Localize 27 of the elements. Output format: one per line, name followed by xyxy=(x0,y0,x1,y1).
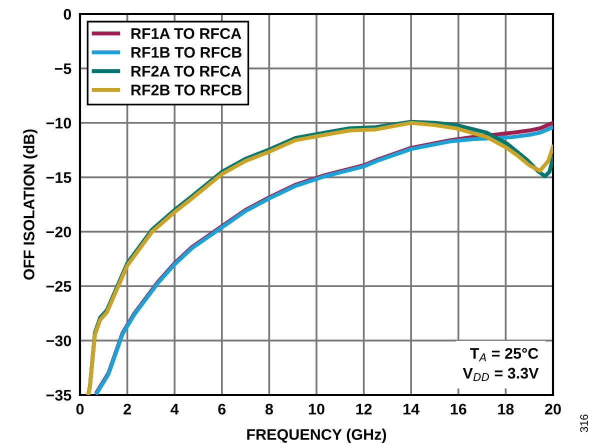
x-axis-title: FREQUENCY (GHz) xyxy=(247,428,386,443)
y-tick-label: −5 xyxy=(54,63,72,74)
x-tick-label: 10 xyxy=(308,404,324,415)
y-axis-title: OFF ISOLATION (dB) xyxy=(23,129,38,280)
text: T$_{A}$ = 25°C V$_{DD}$ = 3.3V xyxy=(462,348,539,381)
y-tick-label: −25 xyxy=(46,281,72,292)
legend-label: RF1A TO RFCA xyxy=(131,28,242,39)
y-tick-label: −20 xyxy=(46,226,72,238)
y-tick-label: −10 xyxy=(46,118,72,129)
y-tick-label: −30 xyxy=(46,335,72,346)
x-tick-label: 12 xyxy=(356,404,372,414)
x-tick-label: 0 xyxy=(76,404,84,415)
x-tick-label: 2 xyxy=(124,404,131,414)
x-tick-label: 8 xyxy=(265,404,273,415)
legend-label: RF2B TO RFCB xyxy=(131,84,242,96)
x-tick-label: 16 xyxy=(450,404,466,415)
x-tick-label: 4 xyxy=(170,404,179,414)
x-tick-label: 14 xyxy=(404,404,420,414)
y-tick-label: −35 xyxy=(46,390,72,401)
legend-label: RF1B TO RFCB xyxy=(131,46,242,58)
legend-label: RF2A TO RFCA xyxy=(131,66,242,77)
x-tick-label: 18 xyxy=(498,404,514,415)
y-tick-label: 0 xyxy=(64,8,72,20)
text: 316 xyxy=(580,414,588,432)
y-tick-label: −15 xyxy=(46,172,72,183)
x-tick-label: 20 xyxy=(545,404,561,415)
x-tick-label: 6 xyxy=(218,404,226,415)
